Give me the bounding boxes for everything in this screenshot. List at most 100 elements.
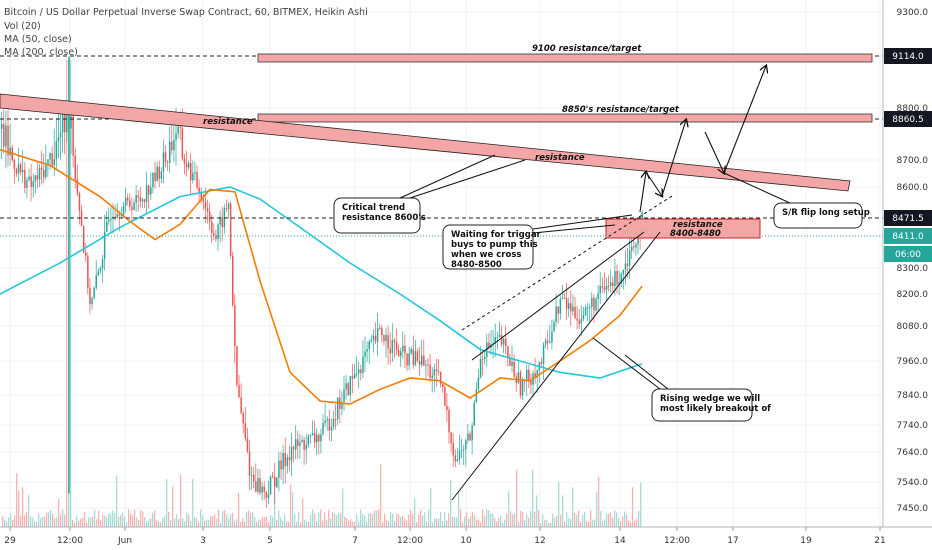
callout-pointer: [409, 159, 526, 199]
volume-bar: [434, 518, 436, 527]
volume-bar: [292, 492, 294, 527]
candle-body: [9, 147, 11, 156]
price-badge: [884, 246, 932, 262]
candle-body: [542, 344, 545, 364]
volume-bar: [376, 510, 378, 527]
candle-body: [467, 433, 469, 440]
arrow-up-1: [639, 172, 646, 213]
volume-bar: [412, 513, 414, 527]
volume-bar: [516, 469, 518, 527]
volume-bar: [464, 516, 466, 527]
candle-body: [574, 306, 576, 319]
volume-bar: [562, 495, 564, 527]
volume-bar: [352, 521, 354, 527]
candle-body: [288, 457, 291, 461]
volume-bar: [418, 514, 420, 527]
candle-body: [234, 305, 236, 347]
volume-bar: [284, 514, 286, 527]
volume-bar: [24, 515, 26, 527]
candle-body: [427, 364, 429, 366]
candle-body: [605, 285, 608, 290]
candle-body: [292, 447, 295, 450]
volume-bar: [226, 514, 228, 527]
candle-body: [57, 137, 60, 142]
candle-body: [397, 350, 400, 357]
candle-body: [454, 455, 457, 462]
candle-body: [555, 306, 557, 322]
candle-body: [7, 125, 9, 156]
volume-bar: [276, 519, 278, 527]
price-tick-label: 7840.0: [897, 391, 929, 401]
candle-body: [45, 164, 47, 178]
volume-bar: [250, 512, 252, 527]
price-tick-label: 7640.0: [897, 448, 929, 458]
volume-bar: [26, 512, 28, 527]
volume-bar: [2, 516, 4, 527]
volume-bar: [504, 519, 506, 527]
volume-bar: [446, 520, 448, 527]
volume-bar: [548, 522, 550, 527]
volume-bar: [272, 516, 274, 527]
volume-bar: [8, 517, 10, 527]
volume-bar: [150, 518, 152, 527]
volume-bar: [304, 519, 306, 527]
volume-bar: [640, 482, 642, 527]
candle-body: [211, 221, 213, 233]
callout-rising-wedge: [651, 388, 753, 422]
candle-body: [200, 192, 202, 200]
callout-critical-trend: [333, 197, 421, 234]
candle-body: [358, 369, 360, 374]
candle-body: [395, 342, 398, 351]
volume-bar: [152, 512, 154, 527]
volume-bar: [128, 509, 130, 527]
volume-bar: [168, 511, 170, 527]
volume-bar: [270, 515, 272, 527]
volume-bar: [170, 520, 172, 527]
volume-bar: [494, 518, 496, 527]
candle-body: [628, 250, 631, 266]
candle-body: [110, 218, 112, 220]
volume-bar: [282, 520, 284, 527]
volume-bar: [76, 515, 78, 527]
zone-label-box-range: 8400-8480: [670, 229, 721, 239]
volume-bar: [442, 521, 444, 527]
arrow-up-3: [723, 66, 766, 174]
volume-bar: [492, 513, 494, 527]
candle-body: [570, 303, 572, 312]
candle-body: [355, 373, 358, 375]
volume-bar: [314, 513, 316, 527]
volume-bar: [48, 512, 50, 527]
volume-bar: [482, 509, 484, 527]
volume-bar: [236, 519, 238, 527]
volume-bar: [208, 519, 210, 527]
candle-body: [481, 358, 484, 360]
volume-bar: [34, 521, 36, 527]
candle-body: [473, 402, 475, 426]
volume-bar: [576, 514, 578, 527]
candle-body: [393, 340, 396, 343]
volume-bar: [254, 516, 256, 527]
volume-bar: [524, 519, 526, 527]
callout-waiting-line: buys to pump this: [451, 240, 538, 250]
candle-body: [578, 320, 580, 324]
volume-bar: [594, 519, 596, 527]
candle-body: [450, 432, 452, 444]
volume-bar: [52, 514, 54, 527]
callout-pointer: [399, 154, 496, 199]
volume-bar: [248, 510, 250, 527]
volume-bar: [244, 521, 246, 527]
volume-bar: [74, 522, 76, 527]
price-badge-label: 8411.0: [892, 232, 924, 242]
candle-body: [374, 335, 377, 342]
indicator-label: MA (50, close): [4, 34, 72, 45]
candle-body: [150, 187, 152, 195]
volume-bar: [422, 515, 424, 527]
volume-bar: [204, 520, 206, 527]
candle-body: [24, 170, 26, 188]
candle-body: [259, 478, 261, 493]
candle-body: [70, 115, 72, 129]
volume-bar: [348, 520, 350, 527]
candle-body: [139, 197, 142, 202]
volume-bar: [102, 514, 104, 527]
